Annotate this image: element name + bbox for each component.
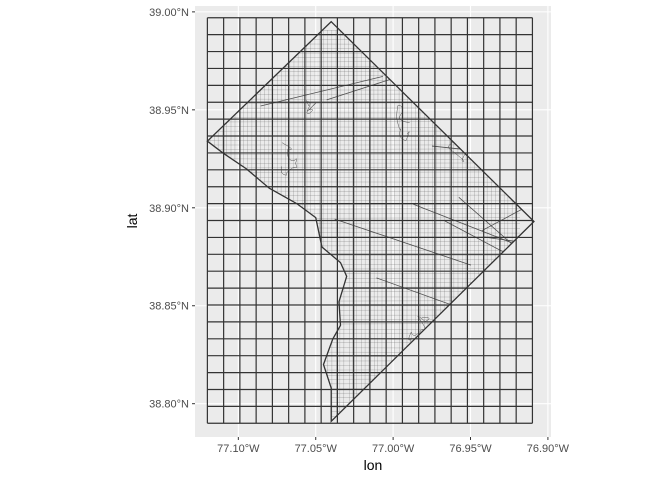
y-tick-label: 39.00°N: [149, 7, 189, 19]
grid-overlay: [206, 17, 534, 424]
major-gridlines: [195, 6, 551, 437]
panel-background: [195, 6, 551, 437]
dc-boundary: [206, 20, 535, 423]
street-ns: [390, 29, 392, 421]
y-tick-label: 38.90°N: [149, 203, 189, 215]
x-tick-label: 76.95°W: [449, 443, 492, 455]
street-ns: [343, 29, 345, 421]
boundary-outline: [206, 20, 535, 423]
street-ns: [373, 29, 375, 421]
x-axis-ticks: 77.10°W 77.05°W 77.00°W 76.95°W 76.90°W: [217, 437, 570, 455]
y-axis-title: lat: [124, 214, 140, 229]
avenue: [484, 236, 534, 260]
street-ns: [394, 29, 395, 421]
x-tick-label: 77.10°W: [217, 443, 260, 455]
y-tick-label: 38.95°N: [149, 105, 189, 117]
y-tick-label: 38.80°N: [149, 399, 189, 411]
street-ns: [348, 29, 350, 421]
y-tick-label: 38.85°N: [149, 301, 189, 313]
curved-road: [306, 100, 317, 115]
street-ns: [356, 29, 358, 421]
x-tick-label: 77.05°W: [295, 443, 338, 455]
x-tick-label: 77.00°W: [372, 443, 415, 455]
avenue: [444, 220, 534, 283]
x-axis-title: lon: [364, 457, 383, 473]
avenue: [413, 203, 534, 267]
x-tick-label: 76.90°W: [527, 443, 570, 455]
y-axis-ticks: 38.80°N 38.85°N 38.90°N 38.95°N 39.00°N: [149, 7, 195, 411]
curved-road: [280, 142, 298, 176]
